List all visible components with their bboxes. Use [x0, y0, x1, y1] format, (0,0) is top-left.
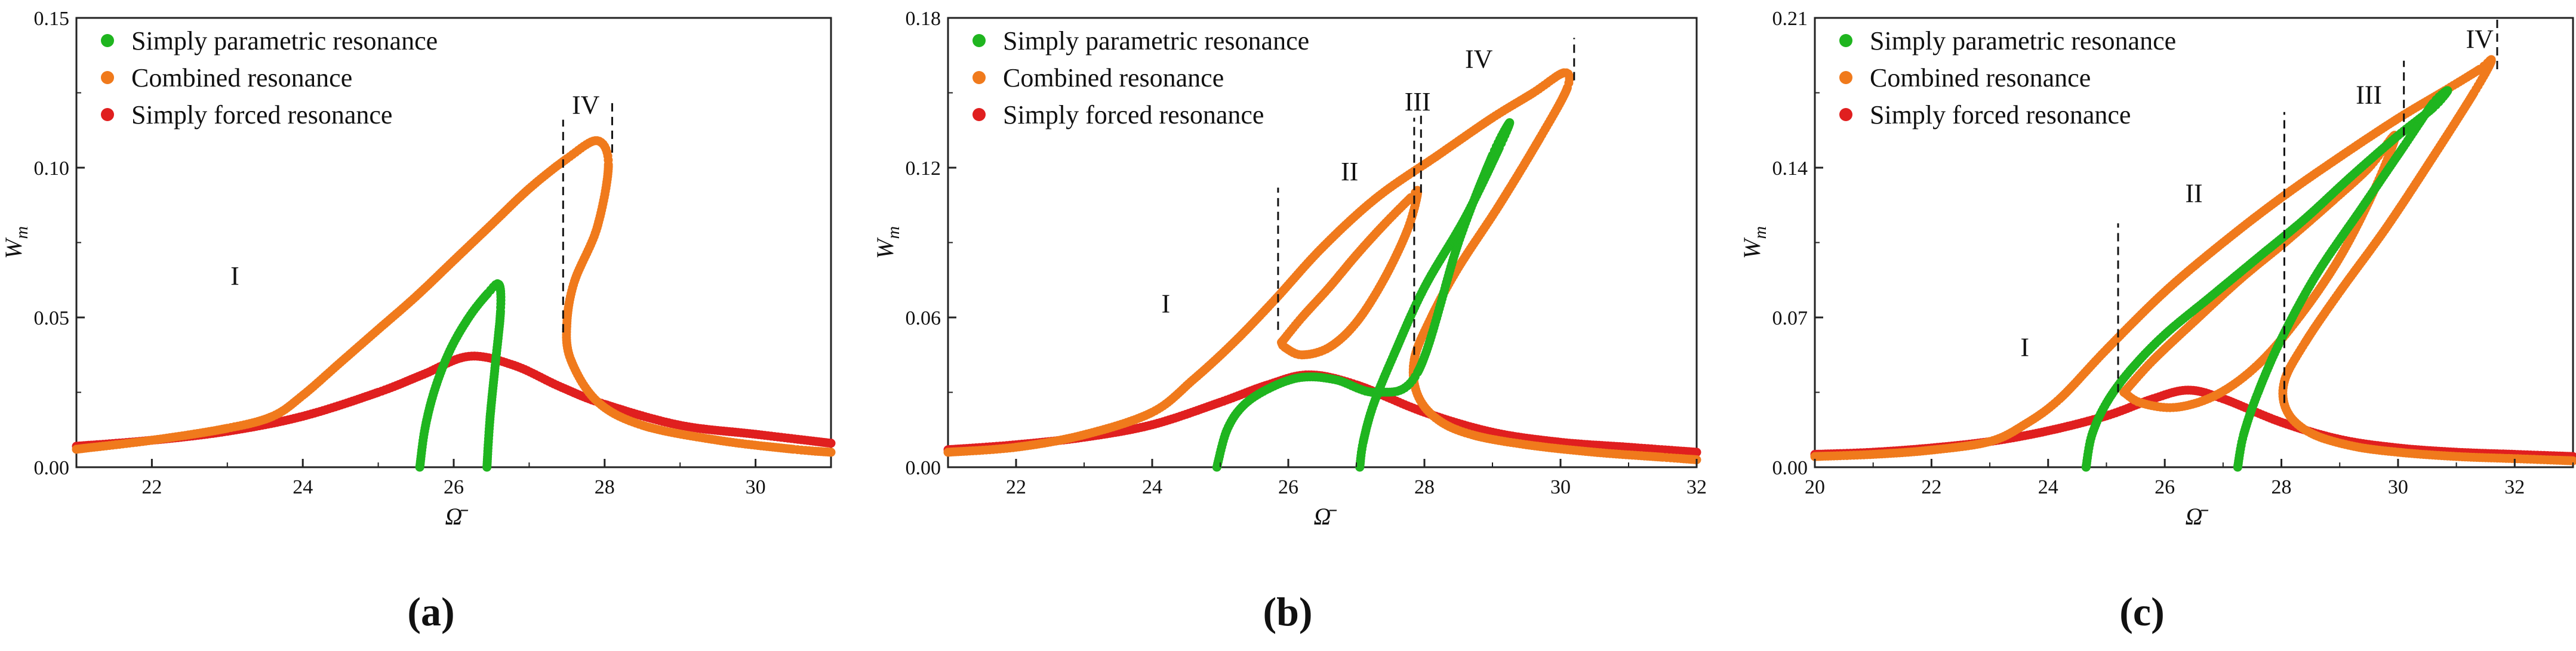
y-tick-label: 0.18	[906, 8, 941, 30]
x-tick-label: 22	[1921, 476, 1941, 498]
chart-c-series	[1810, 55, 2576, 472]
legend-marker	[1839, 108, 1852, 121]
data-point	[2119, 388, 2129, 397]
y-tick-label: 0.05	[34, 307, 70, 329]
chart-a-y-axis-label: Wm	[0, 226, 32, 259]
x-tick-label: 22	[1006, 476, 1026, 498]
legend-label: Combined resonance	[131, 63, 352, 92]
chart-b: (b) 22 24 26 28 30 320.000.060.120.18Ω̄WmIIII…	[872, 8, 1707, 634]
x-tick-label: 30	[1550, 476, 1571, 498]
x-tick-label: 32	[1686, 476, 1707, 498]
chart-c-panel-label: (c)	[2119, 589, 2164, 634]
chart-c-region-label: II	[2185, 178, 2202, 208]
data-point	[1692, 448, 1701, 457]
legend-label: Simply forced resonance	[1003, 100, 1264, 129]
chart-c-x-axis-label: Ω̄	[2186, 503, 2209, 530]
data-point	[826, 439, 836, 448]
x-tick-label: 28	[1414, 476, 1435, 498]
chart-a-series-1	[72, 136, 836, 457]
data-point	[1277, 338, 1287, 347]
chart-a-legend: Simply parametric resonance Combined reso…	[101, 26, 438, 129]
y-tick-label: 0.15	[34, 8, 70, 30]
x-tick-label: 24	[2038, 476, 2058, 498]
chart-a-x-axis-label: Ω̄	[445, 503, 469, 530]
chart-a: (a) 22 24 26 28 30 0.00 0.05 0.10 0.15 Ω̄ Wm I IV Sim…	[0, 8, 836, 634]
y-tick-label: 0.14	[1772, 158, 1808, 180]
chart-b-x-axis-label: Ω̄	[1314, 503, 1337, 530]
chart-a-region-label: I	[230, 261, 239, 291]
x-tick-label: 28	[2272, 476, 2292, 498]
chart-b-region-label: III	[1405, 87, 1431, 116]
chart-b-region-label: I	[1161, 289, 1170, 319]
y-tick-label: 0.00	[34, 457, 70, 479]
legend-marker	[101, 71, 114, 84]
chart-b-series-3	[1212, 118, 1515, 472]
legend-marker	[972, 108, 986, 121]
chart-c-series-3	[2081, 86, 2452, 472]
chart-c: (c) 20 22 24 26 28 30 320.000.070.140.21Ω̄WmII…	[1738, 8, 2576, 634]
x-tick-label: 22	[141, 476, 162, 498]
chart-b-region-label: II	[1341, 157, 1358, 186]
chart-c-legend: Simply parametric resonance Combined reso…	[1839, 26, 2176, 129]
chart-a-series	[72, 136, 836, 472]
data-point	[2233, 462, 2242, 472]
x-tick-label: 24	[1142, 476, 1162, 498]
chart-c-region-label: IV	[2466, 24, 2494, 54]
x-tick-label: 30	[2388, 476, 2408, 498]
legend-label: Combined resonance	[1003, 63, 1224, 92]
chart-c-series-1	[1810, 55, 2576, 465]
x-tick-label: 26	[1278, 476, 1298, 498]
chart-b-region-label: IV	[1465, 45, 1493, 74]
legend-marker	[972, 71, 986, 84]
y-tick-label: 0.21	[1772, 8, 1808, 30]
chart-b-y-axis-label: Wm	[872, 226, 903, 259]
legend-label: Simply forced resonance	[1870, 100, 2131, 129]
y-tick-label: 0.00	[1772, 457, 1808, 479]
chart-c-region-label: I	[2020, 333, 2029, 362]
legend-marker	[101, 34, 114, 47]
data-point	[2568, 456, 2576, 465]
chart-b-legend: Simply parametric resonance Combined reso…	[972, 26, 1309, 129]
chart-a-series-2	[415, 279, 506, 472]
legend-marker	[1839, 71, 1852, 84]
legend-label: Simply parametric resonance	[131, 26, 438, 55]
x-tick-label: 24	[293, 476, 313, 498]
y-tick-label: 0.07	[1772, 307, 1808, 329]
x-tick-label: 30	[746, 476, 766, 498]
legend-label: Simply parametric resonance	[1870, 26, 2176, 55]
data-point	[1355, 462, 1365, 472]
x-tick-label: 26	[444, 476, 464, 498]
x-tick-label: 32	[2504, 476, 2525, 498]
chart-c-y-axis-label: Wm	[1738, 226, 1770, 259]
y-tick-label: 0.10	[34, 158, 70, 180]
y-tick-label: 0.00	[906, 457, 941, 479]
y-tick-label: 0.12	[906, 158, 941, 180]
legend-marker	[1839, 34, 1852, 47]
legend-label: Combined resonance	[1870, 63, 2091, 92]
chart-a-region-label: IV	[572, 91, 600, 120]
y-tick-label: 0.06	[906, 307, 941, 329]
x-tick-label: 20	[1805, 476, 1825, 498]
legend-marker	[972, 34, 986, 47]
chart-b-series-1	[943, 68, 1701, 464]
chart-a-panel-label: (a)	[407, 589, 454, 634]
data-point	[482, 462, 492, 472]
legend-marker	[101, 108, 114, 121]
x-tick-label: 26	[2155, 476, 2175, 498]
chart-b-panel-label: (b)	[1263, 589, 1312, 634]
legend-label: Simply forced resonance	[131, 100, 392, 129]
chart-b-series	[943, 68, 1701, 472]
legend-label: Simply parametric resonance	[1003, 26, 1309, 55]
data-point	[826, 448, 836, 457]
x-tick-label: 28	[595, 476, 615, 498]
chart-c-region-label: III	[2356, 80, 2382, 109]
